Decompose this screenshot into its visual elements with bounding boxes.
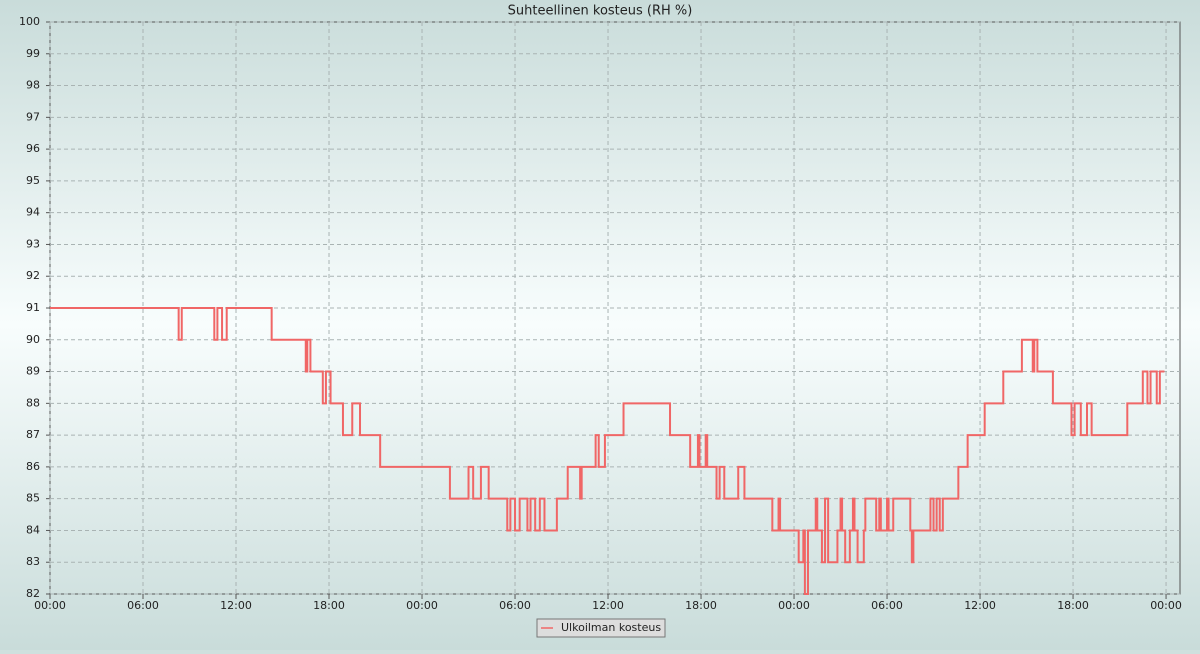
- legend-label: Ulkoilman kosteus: [561, 621, 661, 634]
- x-tick-label: 06:00: [499, 599, 531, 612]
- y-tick-label: 96: [26, 142, 40, 155]
- x-tick-label: 18:00: [685, 599, 717, 612]
- y-tick-label: 83: [26, 555, 40, 568]
- y-tick-label: 89: [26, 365, 40, 378]
- chart-title: Suhteellinen kosteus (RH %): [508, 4, 693, 19]
- y-tick-label: 98: [26, 79, 40, 92]
- x-tick-label: 12:00: [964, 599, 996, 612]
- y-tick-label: 91: [26, 301, 40, 314]
- legend-box: [536, 618, 666, 638]
- y-tick-label: 95: [26, 174, 40, 187]
- y-tick-label: 93: [26, 237, 40, 250]
- y-tick-label: 87: [26, 428, 40, 441]
- y-tick-label: 84: [26, 523, 40, 536]
- y-tick-label: 94: [26, 206, 40, 219]
- x-tick-label: 00:00: [406, 599, 438, 612]
- y-tick-label: 86: [26, 460, 40, 473]
- x-tick-label: 00:00: [1150, 599, 1182, 612]
- data-line: [50, 307, 1165, 595]
- x-tick-label: 06:00: [871, 599, 903, 612]
- y-tick-label: 82: [26, 587, 40, 600]
- y-tick-label: 97: [26, 110, 40, 123]
- x-tick-label: 12:00: [220, 599, 252, 612]
- y-tick-label: 92: [26, 269, 40, 282]
- legend: Ulkoilman kosteus: [536, 618, 666, 638]
- y-tick-label: 85: [26, 492, 40, 505]
- y-tick-label: 88: [26, 396, 40, 409]
- y-tick-label: 99: [26, 47, 40, 60]
- x-tick-label: 18:00: [1057, 599, 1089, 612]
- x-tick-label: 12:00: [592, 599, 624, 612]
- y-tick-label: 90: [26, 333, 40, 346]
- x-tick-label: 00:00: [778, 599, 810, 612]
- x-tick-label: 18:00: [313, 599, 345, 612]
- y-tick-label: 100: [19, 15, 40, 28]
- x-tick-label: 06:00: [127, 599, 159, 612]
- x-tick-label: 00:00: [34, 599, 66, 612]
